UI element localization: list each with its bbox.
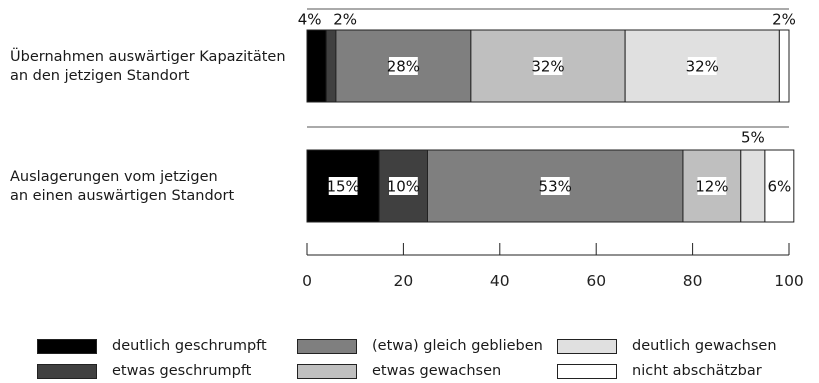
data-label-c0-s0: 4%: [298, 11, 322, 29]
x-tick-label-5: 100: [774, 272, 804, 290]
data-label-c1-s0-bg: [328, 177, 358, 195]
data-label-c1-s1-bg: [389, 177, 418, 195]
category-label-0: Übernahmen auswärtiger Kapazitäten an de…: [10, 48, 286, 86]
data-label-c1-s4: 5%: [741, 129, 765, 147]
category-label-1-line-2: an einen auswärtigen Standort: [10, 188, 235, 204]
x-tick-label-3: 60: [586, 272, 606, 290]
data-label-c1-s1: 10%: [387, 178, 420, 196]
data-label-c0-s3-bg: [533, 57, 563, 75]
category-label-1-line-1: Auslagerungen vom jetzigen: [10, 169, 218, 185]
data-label-c1-s2-bg: [540, 177, 570, 195]
bar-segment-c0-s5: [778, 29, 790, 103]
category-label-0-line-2: an den jetzigen Standort: [10, 68, 190, 84]
x-tick-label-2: 40: [490, 272, 510, 290]
data-label-c1-s0: 15%: [326, 178, 359, 196]
data-label-c0-s4: 32%: [686, 58, 719, 76]
data-label-c0-s3: 32%: [531, 58, 564, 76]
category-label-1: Auslagerungen vom jetzigen an einen ausw…: [10, 168, 234, 206]
bar-segment-c1-s1: [378, 149, 428, 223]
data-label-c1-s3-bg: [697, 177, 727, 195]
data-label-c1-s3: 12%: [695, 178, 728, 196]
category-label-0-line-1: Übernahmen auswärtiger Kapazitäten: [10, 49, 286, 65]
bar-segment-c0-s1: [325, 29, 337, 103]
data-label-c0-s1: 2%: [333, 11, 357, 29]
bar-segment-c1-s4: [740, 149, 766, 223]
x-tick-label-0: 0: [302, 272, 312, 290]
data-label-c0-s2-bg: [389, 57, 418, 75]
data-label-c1-s2: 53%: [539, 178, 572, 196]
data-label-c0-s2: 28%: [387, 58, 420, 76]
data-label-c0-s4-bg: [687, 57, 717, 75]
x-tick-label-1: 20: [394, 272, 414, 290]
bar-segment-c0-s0: [306, 29, 327, 103]
x-tick-label-4: 80: [683, 272, 703, 290]
data-label-c0-s5: 2%: [772, 11, 796, 29]
data-label-c1-s5: 6%: [767, 178, 791, 196]
bar-segment-c1-s5: [764, 149, 795, 223]
